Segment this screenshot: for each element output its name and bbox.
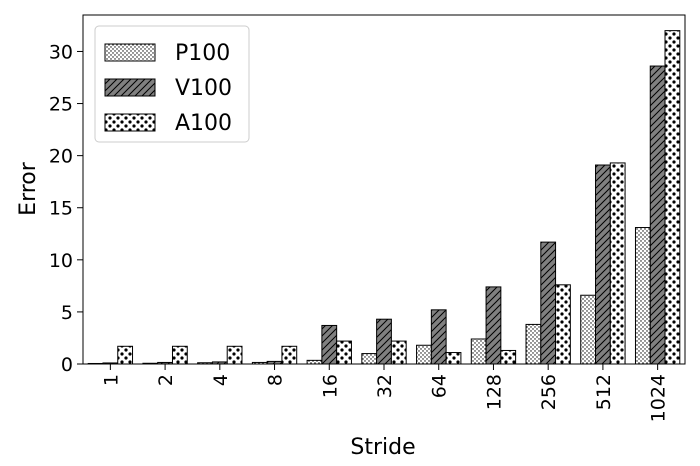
x-tick-label: 16 xyxy=(319,374,341,398)
x-tick-label: 8 xyxy=(265,374,287,386)
bar-p100-64 xyxy=(416,344,432,365)
x-tick-label: 1024 xyxy=(648,374,670,422)
bar-a100-256 xyxy=(555,284,571,365)
bar-a100-8 xyxy=(281,345,298,365)
bar-p100-128 xyxy=(470,338,487,365)
bar-v100-64 xyxy=(430,309,447,365)
bar-a100-1 xyxy=(117,345,134,365)
bar-a100-2 xyxy=(171,345,188,365)
legend-swatch-p100 xyxy=(104,43,156,62)
x-tick-label: 128 xyxy=(483,374,505,410)
bar-a100-128 xyxy=(500,349,517,365)
legend-label-p100: P100 xyxy=(175,41,230,66)
y-tick-label: 10 xyxy=(49,250,73,272)
legend: P100 V100 A100 xyxy=(94,25,250,143)
x-tick-label: 64 xyxy=(429,374,451,398)
y-tick-label: 25 xyxy=(49,94,73,116)
y-axis-title: Error xyxy=(16,161,41,216)
bar-v100-512 xyxy=(595,164,611,365)
legend-swatch-v100 xyxy=(104,78,156,97)
x-tick-label: 1 xyxy=(100,374,122,386)
bar-a100-64 xyxy=(445,352,462,365)
plot-area xyxy=(87,30,681,365)
legend-label-v100: V100 xyxy=(175,76,232,101)
bar-p100-32 xyxy=(361,353,378,365)
bar-a100-32 xyxy=(390,340,407,365)
bar-v100-32 xyxy=(376,318,392,365)
bar-a100-1024 xyxy=(664,30,681,365)
x-tick-label: 32 xyxy=(374,374,396,398)
y-tick-label: 20 xyxy=(49,146,73,168)
bar-v100-1024 xyxy=(649,65,666,365)
y-tick-label: 0 xyxy=(61,354,73,376)
x-tick-label: 2 xyxy=(155,374,177,386)
bar-p100-16 xyxy=(306,359,323,365)
x-tick-label: 512 xyxy=(593,374,615,410)
bar-p100-512 xyxy=(580,294,597,365)
y-tick-label: 30 xyxy=(49,41,73,63)
bar-a100-16 xyxy=(336,340,352,365)
axes: 0 5 10 15 20 25 30 1 2 4 8 16 32 64 128 256 512 1024 xyxy=(49,14,686,422)
y-tick-label: 5 xyxy=(61,302,73,324)
bar-v100-128 xyxy=(485,286,502,365)
x-tick-label: 4 xyxy=(210,374,232,386)
legend-swatch-a100 xyxy=(104,113,156,132)
bar-v100-16 xyxy=(321,324,338,365)
bar-a100-4 xyxy=(226,345,243,365)
bar-p100-1024 xyxy=(634,227,651,365)
bar-p100-256 xyxy=(525,323,542,365)
legend-label-a100: A100 xyxy=(175,111,232,136)
bar-v100-256 xyxy=(540,241,557,365)
x-axis-title: Stride xyxy=(350,435,415,460)
x-tick-label: 256 xyxy=(538,374,560,410)
y-tick-label: 15 xyxy=(49,198,73,220)
bar-a100-512 xyxy=(609,162,626,365)
